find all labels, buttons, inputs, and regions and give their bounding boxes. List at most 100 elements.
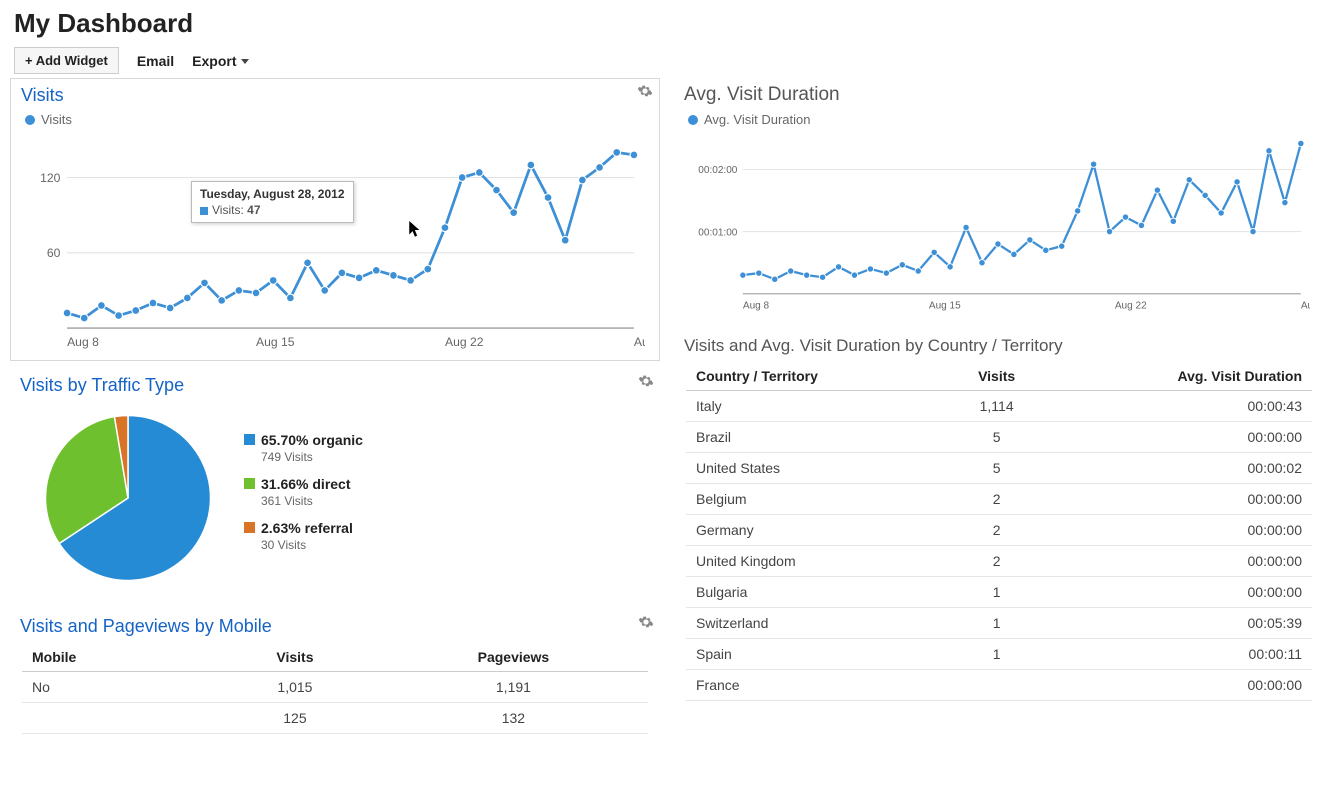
table-row[interactable]: France 00:00:00 (686, 669, 1312, 700)
pie-legend-item[interactable]: 65.70% organic 749 Visits (244, 432, 363, 464)
svg-text:Aug 29: Aug 29 (1301, 300, 1310, 311)
svg-text:60: 60 (47, 246, 61, 260)
cell-duration: 00:00:00 (1049, 421, 1312, 452)
svg-text:00:02:00: 00:02:00 (698, 165, 738, 176)
export-dropdown[interactable]: Export (192, 53, 248, 69)
svg-text:Aug 8: Aug 8 (743, 300, 770, 311)
add-widget-button[interactable]: + Add Widget (14, 47, 119, 74)
table-row[interactable]: United Kingdom200:00:00 (686, 545, 1312, 576)
svg-text:120: 120 (40, 171, 61, 185)
cell-duration: 00:00:02 (1049, 452, 1312, 483)
table-row[interactable]: Spain100:00:11 (686, 638, 1312, 669)
cell-country: Spain (686, 638, 945, 669)
tooltip-value: 47 (247, 203, 260, 217)
chart-tooltip: Tuesday, August 28, 2012 Visits: 47 (191, 181, 354, 223)
cell-duration: 00:00:11 (1049, 638, 1312, 669)
pie-legend-item[interactable]: 2.63% referral 30 Visits (244, 520, 363, 552)
mobile-widget: Visits and Pageviews by Mobile Mobile Vi… (10, 610, 660, 742)
cell-visits: 5 (945, 452, 1049, 483)
cell-visits: 1 (945, 638, 1049, 669)
cell-country: United Kingdom (686, 545, 945, 576)
table-row[interactable]: Italy1,11400:00:43 (686, 390, 1312, 421)
traffic-type-widget: Visits by Traffic Type 65.70% organic 749… (10, 369, 660, 602)
cell-duration: 00:00:00 (1049, 483, 1312, 514)
duration-legend-label: Avg. Visit Duration (704, 112, 810, 127)
visits-legend-label: Visits (41, 112, 72, 127)
tooltip-marker-icon (200, 207, 208, 215)
pie-pct: 31.66% direct (261, 476, 351, 492)
tooltip-series-label: Visits: (212, 203, 244, 217)
svg-text:Aug 29: Aug 29 (634, 335, 645, 349)
cell-visits: 125 (211, 703, 379, 734)
gear-icon[interactable] (638, 614, 654, 630)
cell-visits: 5 (945, 421, 1049, 452)
right-column: Avg. Visit Duration Avg. Visit Duration … (674, 78, 1324, 750)
cell-country: Bulgaria (686, 576, 945, 607)
cell-visits: 2 (945, 483, 1049, 514)
cell-duration: 00:00:43 (1049, 390, 1312, 421)
country-table: Country / Territory Visits Avg. Visit Du… (686, 362, 1312, 701)
visits-widget: Visits Visits 60120Aug 8Aug 15Aug 22Aug … (10, 78, 660, 361)
duration-widget: Avg. Visit Duration Avg. Visit Duration … (674, 78, 1324, 322)
svg-text:Aug 15: Aug 15 (929, 300, 961, 311)
svg-text:00:01:00: 00:01:00 (698, 227, 738, 238)
col-duration[interactable]: Avg. Visit Duration (1049, 362, 1312, 391)
cell-country: United States (686, 452, 945, 483)
duration-legend: Avg. Visit Duration (674, 108, 1324, 131)
table-row[interactable]: Belgium200:00:00 (686, 483, 1312, 514)
legend-dot-icon (688, 115, 698, 125)
cell-country: Germany (686, 514, 945, 545)
table-row[interactable]: Bulgaria100:00:00 (686, 576, 1312, 607)
cell-mobile: No (22, 672, 211, 703)
cell-visits: 2 (945, 514, 1049, 545)
table-row[interactable]: Germany200:00:00 (686, 514, 1312, 545)
dashboard-header: My Dashboard + Add Widget Email Export (0, 0, 1334, 78)
duration-line-chart[interactable]: 00:01:00 00:02:00 Aug 8 Aug 15 Aug 22 Aug 29 (688, 131, 1310, 314)
legend-swatch-icon (244, 478, 255, 489)
legend-dot-icon (25, 115, 35, 125)
pie-legend-item[interactable]: 31.66% direct 361 Visits (244, 476, 363, 508)
cell-pageviews: 1,191 (379, 672, 648, 703)
cell-duration: 00:00:00 (1049, 514, 1312, 545)
email-link[interactable]: Email (137, 53, 174, 69)
cell-visits: 1,015 (211, 672, 379, 703)
legend-swatch-icon (244, 522, 255, 533)
gear-icon[interactable] (638, 373, 654, 389)
table-row[interactable]: 125132 (22, 703, 648, 734)
table-row[interactable]: Brazil500:00:00 (686, 421, 1312, 452)
table-row[interactable]: No1,0151,191 (22, 672, 648, 703)
cell-pageviews: 132 (379, 703, 648, 734)
traffic-type-title: Visits by Traffic Type (20, 375, 184, 396)
svg-text:Aug 22: Aug 22 (445, 335, 484, 349)
left-column: Visits Visits 60120Aug 8Aug 15Aug 22Aug … (10, 78, 660, 750)
visits-title: Visits (21, 85, 64, 106)
cursor-icon (409, 221, 423, 239)
pie-sub: 749 Visits (261, 450, 363, 464)
cell-country: France (686, 669, 945, 700)
pie-sub: 30 Visits (261, 538, 363, 552)
traffic-pie-chart[interactable] (38, 408, 218, 588)
country-widget: Visits and Avg. Visit Duration by Countr… (674, 330, 1324, 709)
mobile-table: Mobile Visits Pageviews No1,0151,1911251… (22, 643, 648, 734)
cell-country: Switzerland (686, 607, 945, 638)
col-mobile[interactable]: Mobile (22, 643, 211, 672)
visits-line-chart[interactable]: 60120Aug 8Aug 15Aug 22Aug 29 (25, 131, 645, 352)
cell-country: Italy (686, 390, 945, 421)
gear-icon[interactable] (637, 83, 653, 99)
pie-pct: 65.70% organic (261, 432, 363, 448)
col-pageviews[interactable]: Pageviews (379, 643, 648, 672)
cell-duration: 00:00:00 (1049, 545, 1312, 576)
svg-text:Aug 22: Aug 22 (1115, 300, 1147, 311)
table-row[interactable]: United States500:00:02 (686, 452, 1312, 483)
col-visits[interactable]: Visits (211, 643, 379, 672)
cell-visits (945, 669, 1049, 700)
table-row[interactable]: Switzerland100:05:39 (686, 607, 1312, 638)
cell-country: Belgium (686, 483, 945, 514)
cell-duration: 00:00:00 (1049, 669, 1312, 700)
col-country[interactable]: Country / Territory (686, 362, 945, 391)
pie-sub: 361 Visits (261, 494, 363, 508)
pie-legend: 65.70% organic 749 Visits 31.66% direct 361… (244, 432, 363, 564)
col-visits[interactable]: Visits (945, 362, 1049, 391)
duration-title: Avg. Visit Duration (684, 84, 840, 106)
pie-pct: 2.63% referral (261, 520, 353, 536)
